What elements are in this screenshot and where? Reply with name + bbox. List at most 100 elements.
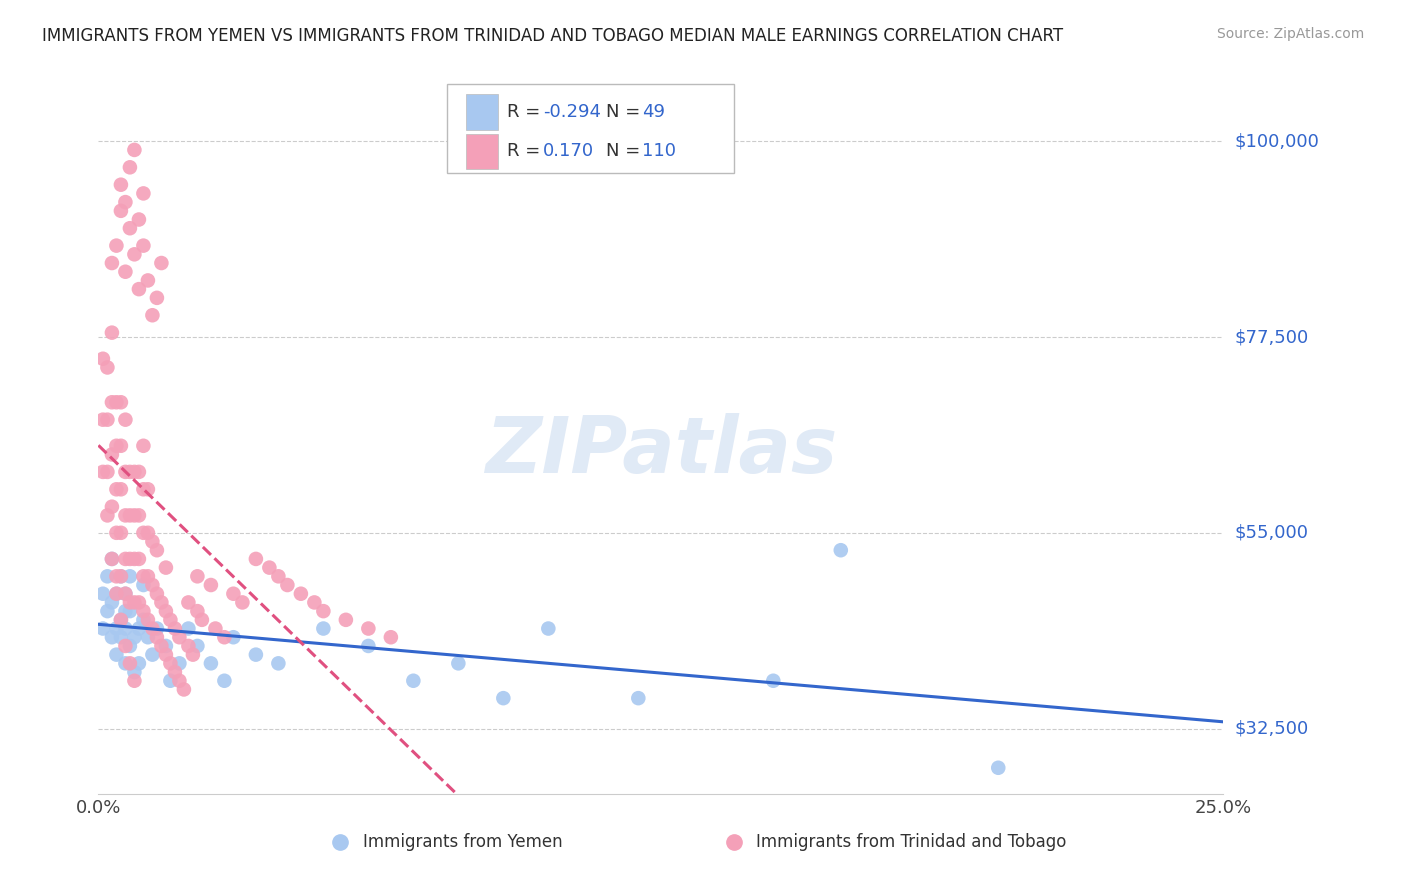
- Point: [136, 483, 159, 497]
- Point: [245, 648, 267, 662]
- Point: [114, 587, 136, 601]
- Point: [132, 613, 155, 627]
- Point: [105, 648, 128, 662]
- Text: N =: N =: [606, 103, 645, 121]
- Point: [146, 587, 169, 601]
- Point: [132, 578, 155, 592]
- Point: [118, 161, 141, 175]
- Point: [169, 630, 191, 644]
- Point: [96, 569, 118, 583]
- Point: [304, 595, 326, 609]
- Text: 110: 110: [641, 143, 676, 161]
- Point: [124, 595, 146, 609]
- Point: [141, 534, 163, 549]
- Point: [222, 630, 245, 644]
- Text: ZIPatlas: ZIPatlas: [485, 413, 837, 490]
- Point: [200, 578, 222, 592]
- Point: [132, 439, 155, 453]
- Point: [124, 247, 146, 261]
- Point: [96, 412, 118, 426]
- Point: [110, 395, 132, 409]
- Point: [259, 560, 281, 574]
- Point: [830, 543, 852, 558]
- Point: [114, 604, 136, 618]
- Point: [114, 508, 136, 523]
- Text: $32,500: $32,500: [1234, 720, 1309, 738]
- Point: [214, 673, 236, 688]
- Point: [110, 613, 132, 627]
- Point: [177, 639, 200, 653]
- Point: [290, 587, 312, 601]
- Point: [114, 412, 136, 426]
- Point: [118, 508, 141, 523]
- Point: [118, 569, 141, 583]
- Point: [181, 648, 204, 662]
- Point: [110, 569, 132, 583]
- Point: [267, 569, 290, 583]
- Point: [128, 465, 150, 479]
- Point: [118, 604, 141, 618]
- Point: [105, 622, 128, 636]
- Point: [114, 552, 136, 566]
- Text: Source: ZipAtlas.com: Source: ZipAtlas.com: [1216, 27, 1364, 41]
- Point: [169, 673, 191, 688]
- Point: [128, 622, 150, 636]
- Text: 49: 49: [641, 103, 665, 121]
- Point: [128, 657, 150, 671]
- Point: [91, 622, 114, 636]
- Point: [110, 203, 132, 218]
- Point: [110, 178, 132, 192]
- Point: [169, 657, 191, 671]
- Point: [141, 308, 163, 322]
- Point: [124, 630, 146, 644]
- Point: [110, 439, 132, 453]
- Point: [110, 483, 132, 497]
- Point: [101, 552, 124, 566]
- Point: [132, 238, 155, 252]
- Point: [91, 465, 114, 479]
- Point: [627, 691, 650, 706]
- Point: [987, 761, 1010, 775]
- Point: [159, 613, 181, 627]
- Point: [128, 552, 150, 566]
- Point: [101, 448, 124, 462]
- Point: [128, 595, 150, 609]
- Point: [91, 412, 114, 426]
- Point: [312, 622, 335, 636]
- Point: [267, 657, 290, 671]
- Point: [96, 465, 118, 479]
- Point: [150, 639, 173, 653]
- Point: [132, 525, 155, 540]
- Point: [101, 595, 124, 609]
- Point: [96, 604, 118, 618]
- Point: [101, 326, 124, 340]
- Point: [163, 622, 186, 636]
- Point: [132, 186, 155, 201]
- Point: [177, 595, 200, 609]
- Point: [177, 622, 200, 636]
- Point: [141, 648, 163, 662]
- Point: [335, 613, 357, 627]
- Point: [136, 613, 159, 627]
- Point: [136, 525, 159, 540]
- Point: [214, 630, 236, 644]
- Point: [159, 673, 181, 688]
- Point: [276, 578, 298, 592]
- Point: [105, 587, 128, 601]
- Point: [136, 569, 159, 583]
- Point: [155, 560, 177, 574]
- Point: [132, 569, 155, 583]
- Point: [114, 465, 136, 479]
- Point: [124, 143, 146, 157]
- Point: [155, 639, 177, 653]
- Point: [200, 657, 222, 671]
- Point: [96, 360, 118, 375]
- Point: [146, 630, 169, 644]
- Point: [146, 543, 169, 558]
- FancyBboxPatch shape: [447, 84, 734, 173]
- Text: R =: R =: [506, 143, 546, 161]
- Point: [114, 622, 136, 636]
- Point: [118, 657, 141, 671]
- Point: [124, 665, 146, 679]
- Point: [762, 673, 785, 688]
